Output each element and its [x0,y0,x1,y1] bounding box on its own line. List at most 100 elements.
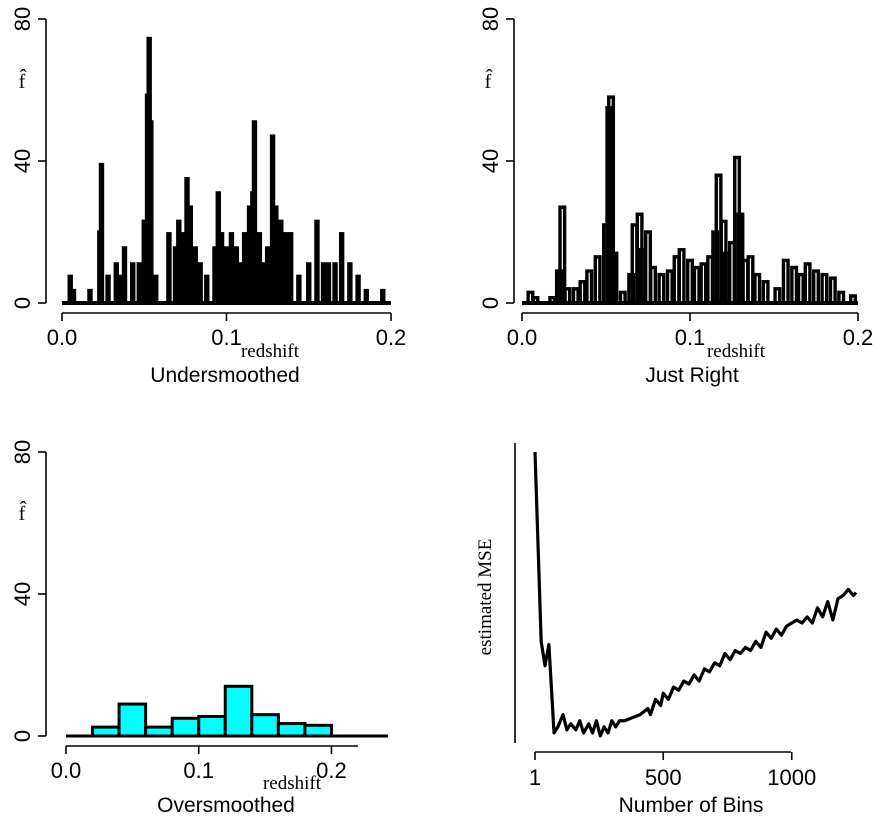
histogram-bar [192,246,198,305]
histogram-bar [578,280,587,305]
y-ticks: 0 40 80 [10,440,46,742]
histogram-bar [585,269,594,305]
histogram-bar [796,272,805,305]
histogram-bar [256,232,263,305]
histogram-bar [223,246,230,305]
histogram-bar [325,262,332,305]
histogram-bar [144,725,174,738]
histogram-bar [278,219,284,305]
histogram-bar [593,255,602,305]
histogram-bar [685,258,695,305]
histogram-bar [117,702,148,738]
y-ticks: 0 40 80 [10,7,46,309]
y-axis-label: f̂ [485,68,494,93]
x-ticks: 0.0 0.1 0.2 [51,746,347,783]
histogram-bar [338,232,345,305]
histogram-bar [548,295,557,305]
panel-title: Oversmoothed [157,794,295,817]
x-tick-label: 1 [529,765,541,790]
histogram-bar [563,287,572,305]
histogram-bar [306,262,312,305]
y-tick-label: 40 [478,149,503,173]
x-axis-label: Number of Bins [619,794,764,817]
histogram-bar [790,265,799,305]
x-ticks: 0.0 0.1 0.2 [47,313,406,350]
histogram-bar [130,262,136,305]
histogram-bar [228,232,235,305]
histogram-bar [753,272,762,305]
y-axis-label: estimated MSE [475,539,496,656]
histogram-bar [148,120,154,305]
x-tick-label: 0.0 [47,325,78,350]
histogram-bar [571,287,580,305]
x-tick-label: 0.0 [51,758,82,783]
histogram-bar [380,288,386,305]
histogram-bar [558,205,567,305]
x-tick-label: 0.1 [675,325,706,350]
histogram-bar [296,274,302,305]
histogram-bar [204,274,210,305]
histogram-bar [320,262,327,305]
y-axis-label: f̂ [19,68,28,93]
histogram-bar [187,205,194,305]
histogram-bar [197,714,227,738]
x-tick-label: 0.1 [183,758,214,783]
panel-oversmoothed: 0 40 80 0.0 0.1 0.2 f̂ redshift Oversmoothed [10,440,388,817]
x-tick-label: 0.1 [211,325,242,350]
histogram-bar [355,274,361,305]
histogram-bar [91,725,121,738]
y-tick-label: 80 [478,7,503,31]
histogram-bar [820,272,829,305]
x-tick-label: 1000 [767,765,816,790]
x-tick-label: 500 [645,765,682,790]
histogram-bar [610,251,619,305]
histogram-bar [113,262,119,305]
histogram-bar [773,287,782,305]
mse-line [533,451,858,738]
histogram-bar [803,262,812,305]
mse-series-line [533,451,858,738]
histogram-bar [236,262,243,305]
panel-title: Just Right [645,364,739,387]
histogram-bar [153,274,159,305]
histogram-bar [241,232,248,305]
y-tick-label: 80 [10,7,35,31]
histogram-bar [665,269,674,305]
histogram-bar [166,232,172,305]
y-tick-label: 0 [478,297,503,309]
histogram-bar [176,219,182,305]
y-ticks: 0 40 80 [478,7,514,309]
histogram-bar [250,713,280,738]
histogram-bar [105,274,111,305]
histogram-bar [276,722,307,738]
histogram-bar [811,269,821,305]
histogram-bars [62,36,391,305]
histogram-bar [251,120,258,305]
histogram-bar [87,288,93,305]
y-tick-label: 0 [10,297,35,309]
histogram-bar [699,262,708,305]
histogram-bar [677,248,686,305]
histogram-bar [223,684,254,738]
y-tick-label: 40 [10,582,35,606]
histogram-bar [287,232,294,305]
y-tick-label: 0 [10,730,35,742]
panel-just-right: 0 40 80 0.0 0.1 0.2 f̂ redshift Just Right [478,7,873,387]
histogram-bar [531,295,540,305]
histogram-bar [303,723,333,738]
x-axis-label: redshift [241,341,300,362]
histogram-bar [363,288,370,305]
histogram-bar [136,262,143,305]
histogram-bar [848,294,857,305]
x-axis-label: redshift [263,773,322,794]
histogram-bar [70,288,77,305]
histogram-bar [332,262,338,305]
histogram-bar [837,290,846,305]
x-tick-label: 0.0 [507,325,538,350]
x-axis-label: redshift [707,341,766,362]
y-tick-label: 40 [10,149,35,173]
histogram-bar [98,162,105,305]
histogram-bar [283,232,289,305]
histogram-bar [121,246,128,305]
